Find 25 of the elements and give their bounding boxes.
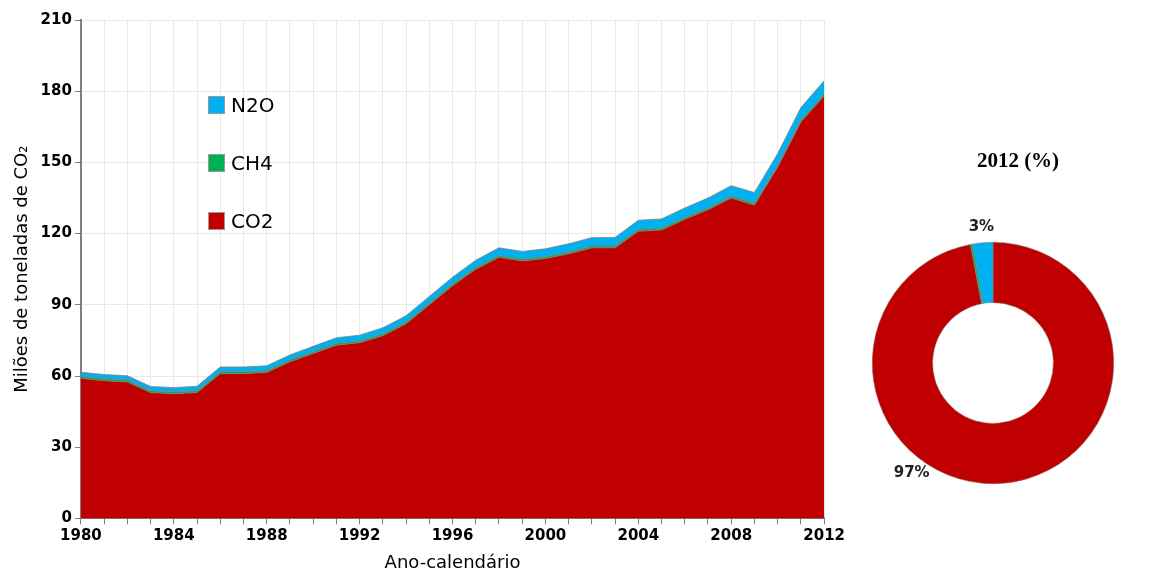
x-tick-label: 2000 (524, 526, 567, 545)
legend-label: CH4 (231, 151, 273, 175)
y-tick-label: 0 (61, 508, 72, 527)
x-tick-label: 1988 (245, 526, 288, 545)
y-axis-title: Milões de toneladas de CO₂ (10, 145, 32, 393)
x-tick-label: 1996 (431, 526, 474, 545)
y-tick-label: 30 (51, 437, 72, 456)
x-axis-title: Ano-calendário (384, 550, 521, 572)
x-tick-label: 1992 (338, 526, 381, 545)
x-tick-label: 2012 (803, 526, 845, 545)
y-tick-label: 150 (40, 152, 72, 171)
data-label: 97% (893, 462, 930, 481)
x-tick-label: 1984 (152, 526, 195, 545)
y-tick-label: 210 (40, 9, 72, 28)
chart-title: 2012 (%) (975, 148, 1061, 173)
y-tick-label: 180 (40, 81, 72, 100)
y-tick-label: 60 (51, 365, 72, 384)
x-tick-label: 2008 (710, 526, 753, 545)
y-tick-label: 120 (40, 223, 72, 242)
x-tick-label: 2004 (617, 526, 660, 545)
data-label: 3% (968, 216, 995, 235)
x-tick-label: 1980 (60, 526, 102, 545)
y-tick-label: 90 (51, 294, 72, 313)
legend-label: N2O (231, 93, 275, 117)
legend-label: CO2 (231, 209, 274, 233)
